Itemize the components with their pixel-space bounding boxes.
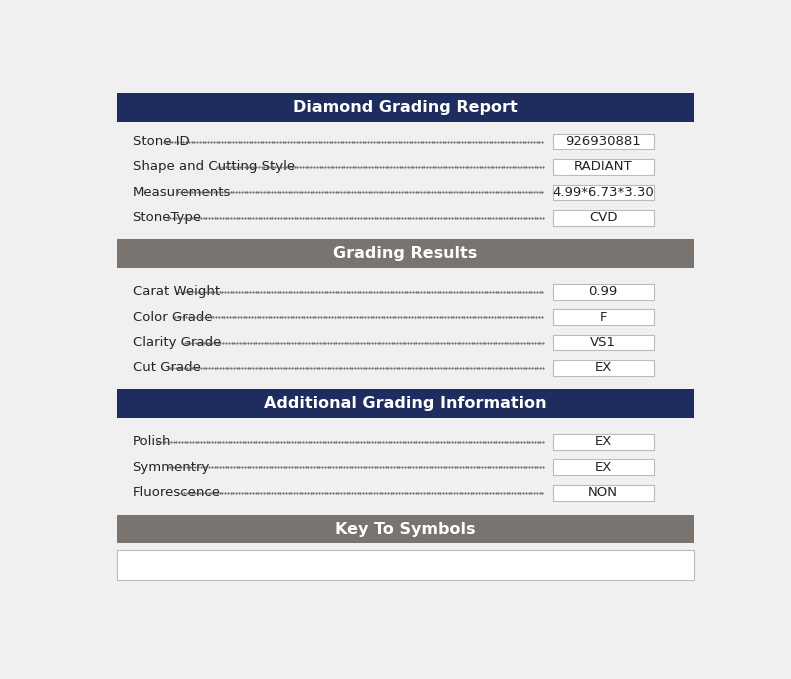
Text: Diamond Grading Report: Diamond Grading Report [293, 100, 518, 115]
Text: F: F [600, 310, 607, 324]
Text: Polish: Polish [133, 435, 171, 448]
FancyBboxPatch shape [553, 335, 653, 350]
Text: Stone ID: Stone ID [133, 135, 189, 148]
Text: EX: EX [594, 361, 611, 374]
FancyBboxPatch shape [117, 390, 694, 418]
Text: Measurements: Measurements [133, 186, 231, 199]
FancyBboxPatch shape [117, 239, 694, 268]
FancyBboxPatch shape [553, 360, 653, 375]
FancyBboxPatch shape [117, 549, 694, 581]
Text: NON: NON [588, 486, 618, 499]
FancyBboxPatch shape [553, 185, 653, 200]
FancyBboxPatch shape [553, 485, 653, 500]
Text: Fluorescence: Fluorescence [133, 486, 221, 499]
Text: 4.99*6.73*3.30: 4.99*6.73*3.30 [552, 186, 654, 199]
Text: EX: EX [594, 461, 611, 474]
Text: 0.99: 0.99 [589, 285, 618, 298]
FancyBboxPatch shape [117, 515, 694, 543]
Text: Carat Weight: Carat Weight [133, 285, 220, 298]
Text: Key To Symbols: Key To Symbols [335, 521, 475, 536]
Text: StoneType: StoneType [133, 211, 202, 224]
FancyBboxPatch shape [553, 434, 653, 449]
FancyBboxPatch shape [553, 134, 653, 149]
FancyBboxPatch shape [553, 284, 653, 299]
Text: CVD: CVD [589, 211, 617, 224]
Text: Cut Grade: Cut Grade [133, 361, 200, 374]
Text: VS1: VS1 [590, 336, 616, 349]
FancyBboxPatch shape [117, 93, 694, 122]
FancyBboxPatch shape [553, 460, 653, 475]
Text: 926930881: 926930881 [566, 135, 641, 148]
Text: Symmentry: Symmentry [133, 461, 210, 474]
Text: Clarity Grade: Clarity Grade [133, 336, 221, 349]
FancyBboxPatch shape [553, 309, 653, 325]
Text: Additional Grading Information: Additional Grading Information [264, 397, 547, 411]
FancyBboxPatch shape [553, 159, 653, 175]
FancyBboxPatch shape [553, 210, 653, 225]
Text: RADIANT: RADIANT [573, 160, 632, 173]
Text: Grading Results: Grading Results [333, 246, 478, 261]
Text: EX: EX [594, 435, 611, 448]
Text: Color Grade: Color Grade [133, 310, 212, 324]
Text: Shape and Cutting Style: Shape and Cutting Style [133, 160, 295, 173]
